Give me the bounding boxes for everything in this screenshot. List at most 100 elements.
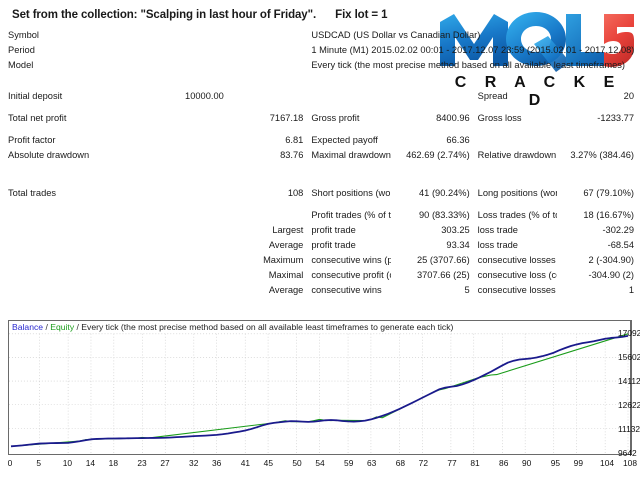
spacer-cell bbox=[0, 172, 640, 188]
row-name-2: Gross loss bbox=[477, 113, 522, 123]
x-axis-tick-label: 95 bbox=[550, 458, 561, 468]
x-axis-tick-label: 81 bbox=[470, 458, 480, 468]
chart-legend: Balance / Equity / Every tick (the most … bbox=[12, 322, 454, 332]
x-axis-tick-label: 72 bbox=[418, 458, 428, 468]
table-row: Total net profit 7167.18 Gross profit 84… bbox=[0, 113, 640, 135]
row-value-3: 2 (-304.90) bbox=[588, 255, 634, 265]
row-name-2: loss trade bbox=[477, 240, 518, 250]
row-value-1 bbox=[181, 30, 307, 45]
row-name-1: USDCAD (US Dollar vs Canadian Dollar) bbox=[311, 30, 481, 40]
table-row: Profit trades (% of total) 90 (83.33%) L… bbox=[0, 210, 640, 225]
row-name-1: Gross profit bbox=[311, 113, 360, 123]
y-axis-tick-label: 9642 bbox=[618, 448, 637, 458]
y-axis-tick-label: 14112 bbox=[618, 376, 640, 386]
row-name-1: profit trade bbox=[311, 240, 356, 250]
row-value-2: 25 (3707.66) bbox=[416, 255, 470, 265]
x-axis-tick-label: 45 bbox=[263, 458, 273, 468]
row-value-2 bbox=[391, 91, 474, 113]
row-name-2 bbox=[474, 135, 557, 150]
row-value-2: 90 (83.33%) bbox=[419, 210, 470, 220]
table-row: Initial deposit 10000.00 Spread 20 bbox=[0, 91, 640, 113]
x-axis-tick-label: 68 bbox=[395, 458, 406, 468]
table-spacer-row bbox=[0, 172, 640, 188]
row-label: Initial deposit bbox=[8, 91, 63, 101]
x-axis-tick-label: 18 bbox=[108, 458, 118, 468]
table-spacer-row bbox=[0, 75, 640, 91]
x-axis-tick-label: 32 bbox=[189, 458, 199, 468]
row-value-1 bbox=[181, 210, 307, 225]
x-axis-tick-label: 50 bbox=[292, 458, 302, 468]
row-name-1 bbox=[307, 91, 390, 113]
row-value-3: 3.27% (384.46) bbox=[570, 150, 634, 160]
row-name-2: Relative drawdown bbox=[477, 150, 557, 160]
row-value-1: 83.76 bbox=[280, 150, 304, 160]
balance-series-line bbox=[10, 335, 629, 448]
row-value-2: 5 bbox=[464, 285, 470, 295]
y-axis-tick-label: 17092 bbox=[618, 328, 640, 338]
row-value-2: 41 (90.24%) bbox=[419, 188, 470, 198]
row-value-2: 462.69 (2.74%) bbox=[406, 150, 470, 160]
legend-balance-label: Balance bbox=[12, 322, 44, 332]
row-name-2: consecutive loss (count of losses) bbox=[477, 270, 557, 280]
row-name-1: Short positions (won %) bbox=[311, 188, 391, 198]
row-name-1: Profit trades (% of total) bbox=[311, 210, 391, 220]
x-axis-tick-label: 108 bbox=[623, 458, 637, 468]
y-axis-tick-label: 12622 bbox=[618, 400, 640, 410]
row-label bbox=[0, 270, 181, 285]
x-axis-tick-label: 86 bbox=[499, 458, 509, 468]
row-value-1: Maximal bbox=[268, 270, 304, 280]
x-axis-tick-label: 77 bbox=[447, 458, 457, 468]
row-value-1: Largest bbox=[272, 225, 304, 235]
row-value-2: 93.34 bbox=[446, 240, 470, 250]
row-value-1: Maximum bbox=[263, 255, 304, 265]
row-name-1: consecutive wins bbox=[311, 285, 382, 295]
report-title: Set from the collection: "Scalping in la… bbox=[12, 9, 388, 21]
chart-gridlines bbox=[9, 333, 630, 454]
row-label bbox=[0, 225, 181, 240]
x-axis-tick-label: 59 bbox=[344, 458, 354, 468]
row-label: Symbol bbox=[8, 30, 40, 40]
legend-model-label: Every tick (the most precise method base… bbox=[81, 322, 454, 332]
row-name-1: profit trade bbox=[311, 225, 356, 235]
row-name-1: 1 Minute (M1) 2015.02.02 00:01 - 2017.12… bbox=[311, 45, 635, 55]
x-axis-tick-label: 23 bbox=[137, 458, 147, 468]
row-label bbox=[0, 285, 181, 300]
strategy-tester-summary: Symbol USDCAD (US Dollar vs Canadian Dol… bbox=[0, 30, 640, 300]
mql5-logo: C R A C K E D bbox=[438, 4, 634, 109]
summary-table: Symbol USDCAD (US Dollar vs Canadian Dol… bbox=[0, 30, 640, 300]
row-value-1: 10000.00 bbox=[185, 91, 224, 101]
row-name-1: consecutive wins (profit in money) bbox=[311, 255, 391, 265]
row-value-2: 3707.66 (25) bbox=[416, 270, 470, 280]
row-name-2: Spread bbox=[477, 91, 508, 101]
row-label: Total net profit bbox=[8, 113, 67, 123]
row-value-1: Average bbox=[268, 240, 304, 250]
row-value-1: 6.81 bbox=[285, 135, 304, 145]
balance-equity-chart[interactable]: Balance / Equity / Every tick (the most … bbox=[8, 320, 632, 455]
row-name-2: Loss trades (% of total) bbox=[477, 210, 557, 220]
y-axis-tick-label: 11132 bbox=[618, 424, 640, 434]
row-label bbox=[0, 210, 181, 225]
x-axis-tick-label: 54 bbox=[315, 458, 325, 468]
table-row: Maximum consecutive wins (profit in mone… bbox=[0, 255, 640, 270]
table-row: Model Every tick (the most precise metho… bbox=[0, 60, 640, 75]
row-value-2: 303.25 bbox=[441, 225, 470, 235]
x-axis-tick-label: 0 bbox=[7, 458, 13, 468]
row-name-2: Long positions (won %) bbox=[477, 188, 557, 198]
row-value-1: 108 bbox=[287, 188, 304, 198]
row-label: Total trades bbox=[8, 188, 57, 198]
table-row: Symbol USDCAD (US Dollar vs Canadian Dol… bbox=[0, 30, 640, 45]
table-row: Period 1 Minute (M1) 2015.02.02 00:01 - … bbox=[0, 45, 640, 60]
row-label bbox=[0, 240, 181, 255]
x-axis-tick-label: 63 bbox=[366, 458, 377, 468]
chart-plot-svg bbox=[9, 333, 630, 454]
chart-y-axis: 9642 11132 12622 14112 15602 17092 bbox=[614, 320, 640, 458]
table-row: Absolute drawdown 83.76 Maximal drawdown… bbox=[0, 150, 640, 172]
row-name-1: Maximal drawdown bbox=[311, 150, 391, 160]
table-row: Average profit trade 93.34 loss trade -6… bbox=[0, 240, 640, 255]
row-value-3: -302.29 bbox=[602, 225, 634, 235]
x-axis-tick-label: 14 bbox=[85, 458, 96, 468]
x-axis-tick-label: 5 bbox=[36, 458, 42, 468]
row-name-2: consecutive losses (loss in money) bbox=[477, 255, 557, 265]
row-value-2: 8400.96 bbox=[436, 113, 470, 123]
table-row: Average consecutive wins 5 consecutive l… bbox=[0, 285, 640, 300]
